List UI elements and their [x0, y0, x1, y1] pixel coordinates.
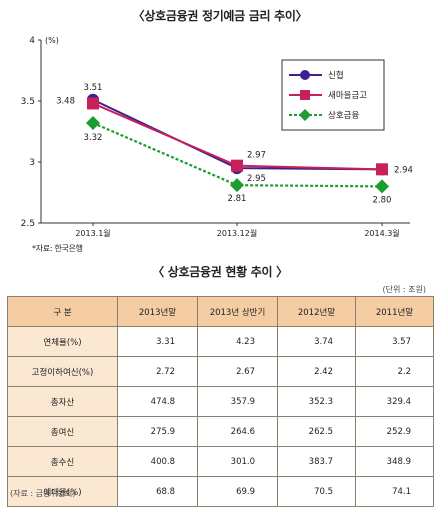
table-cell: 329.4 — [355, 386, 434, 417]
data-point — [230, 178, 244, 193]
header-cell: 2011년말 — [355, 296, 434, 327]
chart-point-labels: 3.51 2.95 2.94 3.48 2.97 3.32 2.81 2.80 — [56, 83, 413, 206]
data-point — [87, 97, 99, 110]
table-cell: 70.5 — [277, 476, 356, 507]
data-label: 2.94 — [394, 165, 413, 175]
y-tick-label: 4 — [29, 36, 35, 46]
table-header-row: 구 분 2013년말 2013년 상반기 2012년말 2011년말 — [7, 296, 434, 327]
table-cell: 2.72 — [117, 356, 198, 387]
series-line — [92, 121, 383, 188]
table-source-note: (자료 : 금융위원회) — [10, 489, 76, 498]
chart-source-note: *자료: 한국은행 — [32, 244, 83, 253]
table-row: 총자산 474.8 357.9 352.3 329.4 — [7, 386, 434, 417]
table-cell: 4.23 — [197, 326, 278, 357]
y-tick-label: 3 — [29, 158, 35, 168]
legend-marker — [299, 109, 311, 121]
status-table: 구 분 2013년말 2013년 상반기 2012년말 2011년말 연체율(%… — [7, 296, 434, 507]
legend-label: 신협 — [328, 70, 344, 81]
legend-label: 상호금융 — [328, 110, 359, 121]
table-cell: 2.42 — [277, 356, 356, 387]
chart-title: 〈상호금융권 정기예금 금리 추이〉 — [132, 9, 308, 23]
table-cell: 352.3 — [277, 386, 356, 417]
table-cell: 474.8 — [117, 386, 198, 417]
y-axis-unit: (%) — [45, 36, 59, 45]
legend-marker — [300, 90, 310, 100]
table-unit-note: (단위 : 조원) — [382, 285, 426, 294]
y-tick-label: 3.5 — [21, 97, 35, 107]
data-point — [231, 159, 243, 172]
data-label: 2.95 — [247, 174, 266, 184]
table-cell: 68.8 — [117, 476, 198, 507]
legend-marker — [300, 70, 310, 80]
table-row: 총수신 400.8 301.0 383.7 348.9 — [7, 446, 434, 477]
x-tick-label: 2013.1월 — [75, 228, 110, 238]
data-label: 2.80 — [373, 195, 392, 205]
x-tick-label: 2013.12월 — [217, 228, 257, 238]
table-cell: 301.0 — [197, 446, 278, 477]
row-label: 총수신 — [7, 446, 118, 477]
table-cell: 2.67 — [197, 356, 278, 387]
table-cell: 348.9 — [355, 446, 434, 477]
table-body: 연체율(%) 3.31 4.23 3.74 3.57 고정이하여신(%) 2.72 2.67 2… — [7, 326, 434, 507]
data-point — [86, 115, 100, 130]
table-row: 연체율(%) 3.31 4.23 3.74 3.57 — [7, 326, 434, 357]
header-cell: 2013년말 — [117, 296, 198, 327]
table-row: 총여신 275.9 264.6 262.5 252.9 — [7, 416, 434, 447]
rate-line-chart: 2.533.54 (%)2013.1월 2013.12월 2014.3월 3.512.… — [21, 36, 413, 238]
table-cell: 400.8 — [117, 446, 198, 477]
table-cell: 69.9 — [197, 476, 278, 507]
row-label: 총여신 — [7, 416, 118, 447]
data-label: 2.81 — [228, 194, 247, 204]
table-cell: 264.6 — [197, 416, 278, 447]
row-label: 연체율(%) — [7, 326, 118, 357]
row-label: 고정이하여신(%) — [7, 356, 118, 387]
table-cell: 3.31 — [117, 326, 198, 357]
header-cell: 2013년 상반기 — [197, 296, 278, 327]
table-cell: 275.9 — [117, 416, 198, 447]
y-tick-label: 2.5 — [21, 219, 35, 229]
header-cell: 구 분 — [7, 296, 118, 327]
table-cell: 3.74 — [277, 326, 356, 357]
data-point — [376, 163, 388, 176]
row-label: 예대율(%) — [7, 476, 118, 507]
chart-axes: 2.5 3 3.5 4 (%) 2013.1월 2013.12월 2014.3월 — [21, 36, 410, 238]
table-cell: 2.2 — [355, 356, 434, 387]
table-row: 예대율(%) 68.8 69.9 70.5 74.1 — [7, 476, 434, 507]
table-cell: 383.7 — [277, 446, 356, 477]
table-cell: 74.1 — [355, 476, 434, 507]
chart-markers — [86, 93, 389, 194]
table-cell: 252.9 — [355, 416, 434, 447]
data-label: 3.32 — [84, 133, 103, 143]
table-title: 〈 상호금융권 현황 추이 〉 — [152, 265, 288, 279]
data-label: 3.51 — [84, 83, 103, 93]
data-point — [375, 179, 389, 194]
row-label: 총자산 — [7, 386, 118, 417]
data-label: 2.97 — [247, 151, 266, 161]
table-row: 고정이하여신(%) 2.72 2.67 2.42 2.2 — [7, 356, 434, 387]
table-cell: 3.57 — [355, 326, 434, 357]
table-cell: 357.9 — [197, 386, 278, 417]
table-cell: 262.5 — [277, 416, 356, 447]
header-cell: 2012년말 — [277, 296, 356, 327]
x-tick-label: 2014.3월 — [364, 228, 399, 238]
data-label: 3.48 — [56, 96, 75, 106]
legend-label: 새마을금고 — [328, 91, 367, 101]
